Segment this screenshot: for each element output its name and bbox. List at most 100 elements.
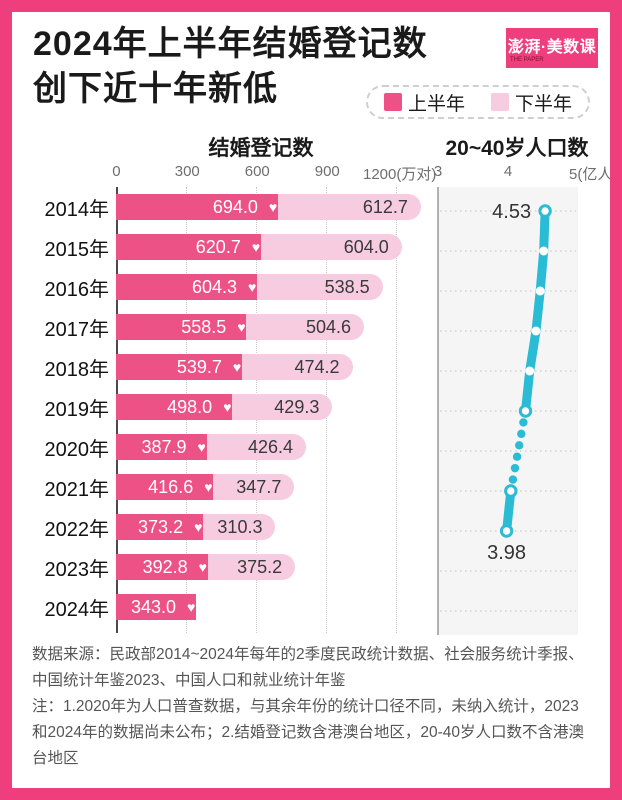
second-half-bar: 426.4 (206, 434, 306, 460)
table-row: 2016年 604.3 538.5 ♥ (30, 267, 430, 307)
heart-icon: ♥ (248, 279, 257, 295)
population-line-chart: 4.53 3.98 (437, 187, 578, 635)
second-half-bar: 538.5 (257, 274, 383, 300)
data-point-dot (535, 286, 545, 296)
first-half-value: 604.3 (191, 277, 237, 297)
second-half-value: 474.2 (294, 357, 340, 377)
first-half-swatch-icon (383, 93, 402, 111)
data-point-label: 4.53 (492, 201, 531, 223)
year-label: 2017年 (44, 318, 110, 341)
x-tick-label: 4 (503, 163, 513, 180)
year-label: 2024年 (44, 598, 110, 621)
year-label: 2020年 (44, 438, 110, 461)
gap-dot (508, 475, 518, 484)
table-row: 2015年 620.7 604.0 ♥ (30, 227, 430, 267)
table-row: 2014年 694.0 612.7 ♥ (30, 187, 430, 227)
second-half-value: 347.7 (236, 477, 282, 497)
heart-icon: ♥ (187, 599, 196, 615)
legend: 上半年 下半年 (365, 85, 590, 119)
population-line (521, 206, 550, 416)
data-point-dot (531, 326, 541, 336)
x-tick-label: 3 (433, 163, 443, 180)
brand-logo-text: 澎湃·美数课 (507, 39, 597, 56)
header: 2024年上半年结婚登记数 创下近十年新低 澎湃·美数课 THE PAPER 上… (12, 12, 610, 132)
first-half-value: 694.0 (212, 197, 258, 217)
first-half-bar: 373.2 (116, 514, 204, 540)
charts-section: 结婚登记数 20~40岁人口数 0 300 600 900 1200(万对) 3 4 5(亿… (12, 132, 610, 635)
population-chart-title: 20~40岁人口数 (445, 137, 589, 160)
gap-dot (519, 418, 528, 427)
bar-track: 694.0 612.7 ♥ (116, 194, 430, 220)
first-half-value: 620.7 (195, 237, 241, 257)
legend-label: 上半年 (407, 93, 465, 115)
first-half-value: 392.8 (142, 557, 188, 577)
first-half-value: 387.9 (141, 437, 187, 457)
second-half-bar: 310.3 (203, 514, 276, 540)
bar-track: 620.7 604.0 ♥ (116, 234, 430, 260)
first-half-bar: 694.0 (116, 194, 278, 220)
population-line (502, 486, 516, 536)
year-label: 2022年 (44, 518, 110, 541)
x-tick-label: 900 (314, 163, 340, 180)
bar-track: 539.7 474.2 ♥ (116, 354, 430, 380)
year-label: 2018年 (44, 358, 110, 381)
footer: 数据来源：民政部2014~2024年每年的2季度民政统计数据、社会服务统计季报、… (12, 632, 610, 772)
bar-track: 343.0 ♥ (116, 594, 430, 620)
table-row: 2023年 392.8 375.2 ♥ (30, 547, 430, 587)
year-label: 2023年 (44, 558, 110, 581)
x-tick-label: 0 (112, 163, 121, 180)
table-row: 2020年 387.9 426.4 ♥ (30, 427, 430, 467)
legend-item-first-half: 上半年 (383, 89, 465, 116)
second-half-bar: 375.2 (207, 554, 296, 580)
legend-label: 下半年 (514, 93, 572, 115)
first-half-value: 343.0 (130, 597, 177, 617)
year-label: 2016年 (44, 278, 110, 301)
data-point-ring (499, 524, 514, 538)
heart-icon: ♥ (232, 359, 242, 375)
gap-dot (510, 463, 520, 473)
heart-icon: ♥ (194, 519, 203, 535)
table-row: 2022年 373.2 310.3 ♥ (30, 507, 430, 547)
second-half-bar: 474.2 (241, 354, 353, 380)
first-half-bar: 498.0 (116, 394, 233, 420)
second-half-value: 538.5 (324, 277, 370, 297)
second-half-value: 426.4 (247, 437, 293, 457)
bar-track: 392.8 375.2 ♥ (116, 554, 430, 580)
second-half-value: 429.3 (274, 397, 320, 417)
x-tick-label: 600 (244, 163, 270, 180)
first-half-bar: 539.7 (116, 354, 242, 380)
table-row: 2019年 498.0 429.3 ♥ (30, 387, 430, 427)
data-source-text: 数据来源：民政部2014~2024年每年的2季度民政统计数据、社会服务统计季报、… (32, 646, 584, 690)
first-half-bar: 387.9 (116, 434, 207, 460)
title-line-2: 创下近十年新低 (33, 69, 278, 108)
second-half-bar: 347.7 (213, 474, 295, 500)
year-label: 2021年 (44, 478, 110, 501)
table-row: 2024年 343.0 ♥ (30, 587, 430, 627)
second-half-value: 504.6 (306, 317, 352, 337)
first-half-value: 498.0 (167, 397, 213, 417)
heart-icon: ♥ (237, 319, 246, 335)
bar-track: 604.3 538.5 ♥ (116, 274, 430, 300)
table-row: 2018年 539.7 474.2 ♥ (30, 347, 430, 387)
notes-text: 注：1.2020年为人口普查数据，与其余年份的统计口径不同，未纳入统计，2023… (32, 698, 585, 768)
bar-track: 387.9 426.4 ♥ (116, 434, 430, 460)
second-half-value: 375.2 (237, 557, 283, 577)
bar-track: 558.5 504.6 ♥ (116, 314, 430, 340)
bar-track: 498.0 429.3 ♥ (116, 394, 430, 420)
population-axis-ticks: 3 4 5(亿人) (433, 163, 610, 185)
page-title: 2024年上半年结婚登记数 创下近十年新低 (33, 22, 428, 112)
gap-dot (512, 452, 522, 461)
title-line-1: 2024年上半年结婚登记数 (33, 25, 428, 63)
table-row: 2017年 558.5 504.6 ♥ (30, 307, 430, 347)
x-tick-label: 300 (174, 163, 200, 180)
data-point-ring (504, 484, 518, 498)
x-tick-label: 1200(万对) (362, 166, 437, 183)
data-point-label: 3.98 (487, 542, 526, 564)
year-label: 2014年 (44, 198, 110, 221)
heart-icon: ♥ (198, 559, 207, 575)
first-half-value: 539.7 (176, 357, 222, 377)
legend-item-second-half: 下半年 (490, 89, 572, 116)
plot-background (438, 187, 578, 635)
second-half-bar: 504.6 (246, 314, 365, 340)
